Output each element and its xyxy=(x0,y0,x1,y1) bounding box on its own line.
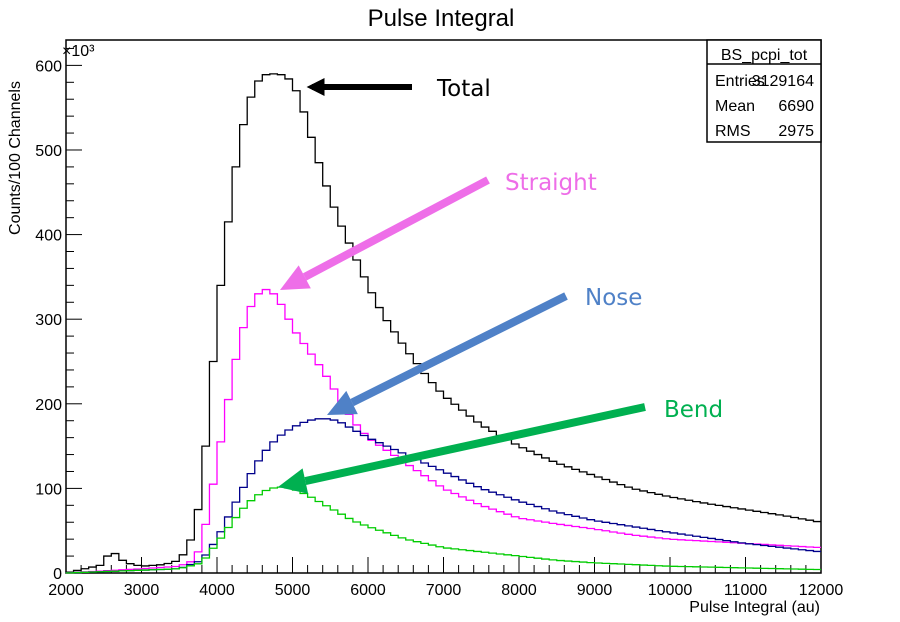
x-axis-label: Pulse Integral (au) xyxy=(689,599,820,616)
series-line-nose xyxy=(65,418,821,574)
stats-box-frame xyxy=(706,39,822,143)
annotation-label-bend: Bend xyxy=(664,397,723,423)
x-tick-label: 2000 xyxy=(48,582,84,599)
x-tick-label: 3000 xyxy=(124,582,160,599)
annotation-arrowhead-straight xyxy=(280,265,311,290)
x-tick-label: 10000 xyxy=(648,582,693,599)
x-tick-label: 12000 xyxy=(799,582,844,599)
x-tick-label: 4000 xyxy=(199,582,235,599)
y-axis-multiplier: ×10³ xyxy=(62,43,95,60)
stats-entries-value: 3129164 xyxy=(752,73,814,90)
annotation-arrow-bend xyxy=(304,403,646,485)
y-tick-label: 300 xyxy=(35,312,62,329)
stats-rms-label: RMS xyxy=(715,123,751,140)
series-layer xyxy=(65,73,821,574)
annotation-label-straight: Straight xyxy=(505,170,597,196)
x-tick-label: 5000 xyxy=(275,582,311,599)
stats-rms-value: 2975 xyxy=(778,123,814,140)
x-tick-label: 11000 xyxy=(724,582,767,599)
annotation-label-total: Total xyxy=(436,76,491,102)
x-tick-label: 8000 xyxy=(501,582,537,599)
y-tick-label: 200 xyxy=(35,397,62,414)
stats-entries-label: Entries xyxy=(715,73,765,90)
x-ticks: 2000 3000 4000 5000 6000 7000 8000 9000 10000 110… xyxy=(48,557,843,599)
y-tick-label: 0 xyxy=(53,566,62,583)
x-tick-label: 7000 xyxy=(426,582,462,599)
x-tick-label: 9000 xyxy=(577,582,613,599)
stats-box: BS_pcpi_tot Entries 3129164 Mean 6690 RM… xyxy=(706,39,822,143)
annotation-arrow-nose xyxy=(350,292,568,407)
series-line-bend xyxy=(65,486,821,574)
y-tick-label: 100 xyxy=(35,481,62,498)
chart-title: Pulse Integral xyxy=(368,5,515,32)
y-tick-label: 500 xyxy=(35,143,62,160)
annotation-arrowhead-bend xyxy=(278,468,309,494)
y-tick-label: 600 xyxy=(35,58,62,75)
annotation-arrow-straight xyxy=(302,176,490,281)
y-tick-label: 400 xyxy=(35,228,62,245)
annotations-layer: Total Straight Nose Bend xyxy=(278,76,723,494)
y-ticks: 0 100 200 300 400 500 600 xyxy=(35,47,82,583)
y-axis-label: Counts/100 Channels xyxy=(7,81,24,235)
annotation-label-nose: Nose xyxy=(585,285,642,311)
annotation-arrowhead-nose xyxy=(327,390,358,415)
x-tick-label: 6000 xyxy=(350,582,386,599)
series-line-straight xyxy=(65,288,821,574)
series-line-total xyxy=(65,73,821,573)
stats-mean-label: Mean xyxy=(715,98,755,115)
stats-mean-value: 6690 xyxy=(778,98,814,115)
stats-box-title: BS_pcpi_tot xyxy=(721,47,808,64)
